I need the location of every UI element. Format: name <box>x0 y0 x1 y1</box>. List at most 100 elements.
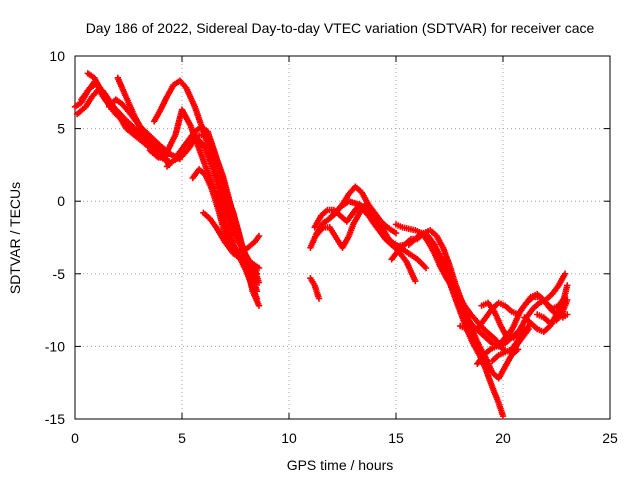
data-point-cluster <box>509 338 521 352</box>
data-point-cluster <box>171 78 182 88</box>
data-point-cluster <box>394 222 404 230</box>
data-point-cluster <box>490 370 501 381</box>
data-point-cluster <box>164 133 178 154</box>
data-point-cluster <box>230 245 239 253</box>
data-point-cluster <box>425 240 437 255</box>
data-point-cluster <box>531 293 541 301</box>
data-point-cluster <box>536 326 545 335</box>
data-point-cluster <box>314 225 326 237</box>
data-point-cluster <box>407 237 417 247</box>
y-tick-label: -15 <box>45 411 65 427</box>
data-point-cluster <box>396 243 407 253</box>
data-point <box>255 232 263 240</box>
data-point-cluster <box>386 225 398 236</box>
data-point-cluster <box>231 251 244 262</box>
data-point-cluster <box>211 149 224 174</box>
data-point-cluster <box>197 167 208 177</box>
data-point-cluster <box>180 147 191 158</box>
data-point-cluster <box>205 130 217 152</box>
data-point-cluster <box>122 116 137 131</box>
data-point-cluster <box>381 231 394 244</box>
data-point-cluster <box>215 208 228 235</box>
data-point-cluster <box>372 221 386 235</box>
data-point-cluster <box>510 347 520 357</box>
data-point-cluster <box>389 248 401 261</box>
data-point-cluster <box>426 234 437 247</box>
data-point-cluster <box>148 133 163 148</box>
data-point-cluster <box>249 260 261 270</box>
data-point-cluster <box>207 216 219 230</box>
series-t14 <box>307 275 323 302</box>
data-point <box>499 412 507 420</box>
data-point-cluster <box>179 108 193 128</box>
data-point-cluster <box>480 300 490 308</box>
data-point-cluster <box>551 303 560 311</box>
data-point-cluster <box>236 246 248 254</box>
data-point-cluster <box>538 297 547 306</box>
data-point-cluster <box>209 165 221 188</box>
y-axis-label: SDTVAR / TECUs <box>7 182 23 294</box>
series-t13 <box>200 209 263 272</box>
data-point-cluster <box>503 304 514 314</box>
data-point-cluster <box>214 225 227 244</box>
data-point-cluster <box>489 344 498 352</box>
series-t30 <box>474 328 513 367</box>
data-point-cluster <box>542 324 552 334</box>
data-point-cluster <box>94 81 107 96</box>
data-point-cluster <box>442 263 454 281</box>
data-point-cluster <box>79 86 93 102</box>
data-point-cluster <box>522 315 533 325</box>
data-point-cluster <box>124 126 139 140</box>
data-point-cluster <box>496 365 508 380</box>
data-point-cluster <box>497 300 507 308</box>
data-point-cluster <box>510 309 519 317</box>
axis-ticks: 0 5 10 15 20 25 10 5 0 -5 -10 -15 <box>45 48 618 446</box>
data-point <box>253 270 261 277</box>
data-point-cluster <box>436 251 448 267</box>
data-point-cluster <box>164 83 176 99</box>
data-point-cluster <box>465 326 475 335</box>
data-point-cluster <box>459 323 468 332</box>
data-point-cluster <box>531 301 541 311</box>
data-point-cluster <box>327 225 339 239</box>
data-point-cluster <box>308 276 317 287</box>
data-point-cluster <box>482 327 492 337</box>
data-point-cluster <box>120 102 133 116</box>
data-point-cluster <box>404 260 418 283</box>
x-tick-label: 20 <box>495 430 511 446</box>
plot-frame <box>74 55 611 420</box>
data-point-cluster <box>497 350 507 358</box>
data-point-cluster <box>172 153 184 163</box>
grid <box>75 56 610 419</box>
x-tick-label: 25 <box>602 430 618 446</box>
data-point-cluster <box>449 278 461 296</box>
data-point-cluster <box>407 251 419 262</box>
data-point-cluster <box>340 234 352 250</box>
data-point <box>392 229 400 237</box>
data-point-cluster <box>524 295 535 305</box>
data-point-cluster <box>344 211 356 224</box>
data-point-cluster <box>183 86 198 109</box>
data-point-cluster <box>500 330 512 343</box>
data-point-cluster <box>542 315 552 325</box>
data-point-cluster <box>390 239 402 250</box>
x-tick-label: 15 <box>388 430 404 446</box>
data-point-cluster <box>252 234 262 244</box>
series-t28 <box>534 296 571 327</box>
data-point-cluster <box>114 97 124 106</box>
data-point <box>422 264 430 272</box>
data-point-cluster <box>419 231 431 244</box>
chart-title: Day 186 of 2022, Sidereal Day-to-day VTE… <box>86 20 595 36</box>
data-point-cluster <box>401 224 410 232</box>
data-point-cluster <box>536 312 545 320</box>
data-point-cluster <box>482 347 492 357</box>
x-tick-label: 5 <box>178 430 186 446</box>
data-point-cluster <box>364 211 377 225</box>
series-t6 <box>106 96 184 163</box>
data-point-cluster <box>243 262 256 293</box>
data-point <box>412 277 419 285</box>
data-point-cluster <box>321 216 332 226</box>
data-point-cluster <box>554 301 566 316</box>
data-point-cluster <box>554 309 566 322</box>
